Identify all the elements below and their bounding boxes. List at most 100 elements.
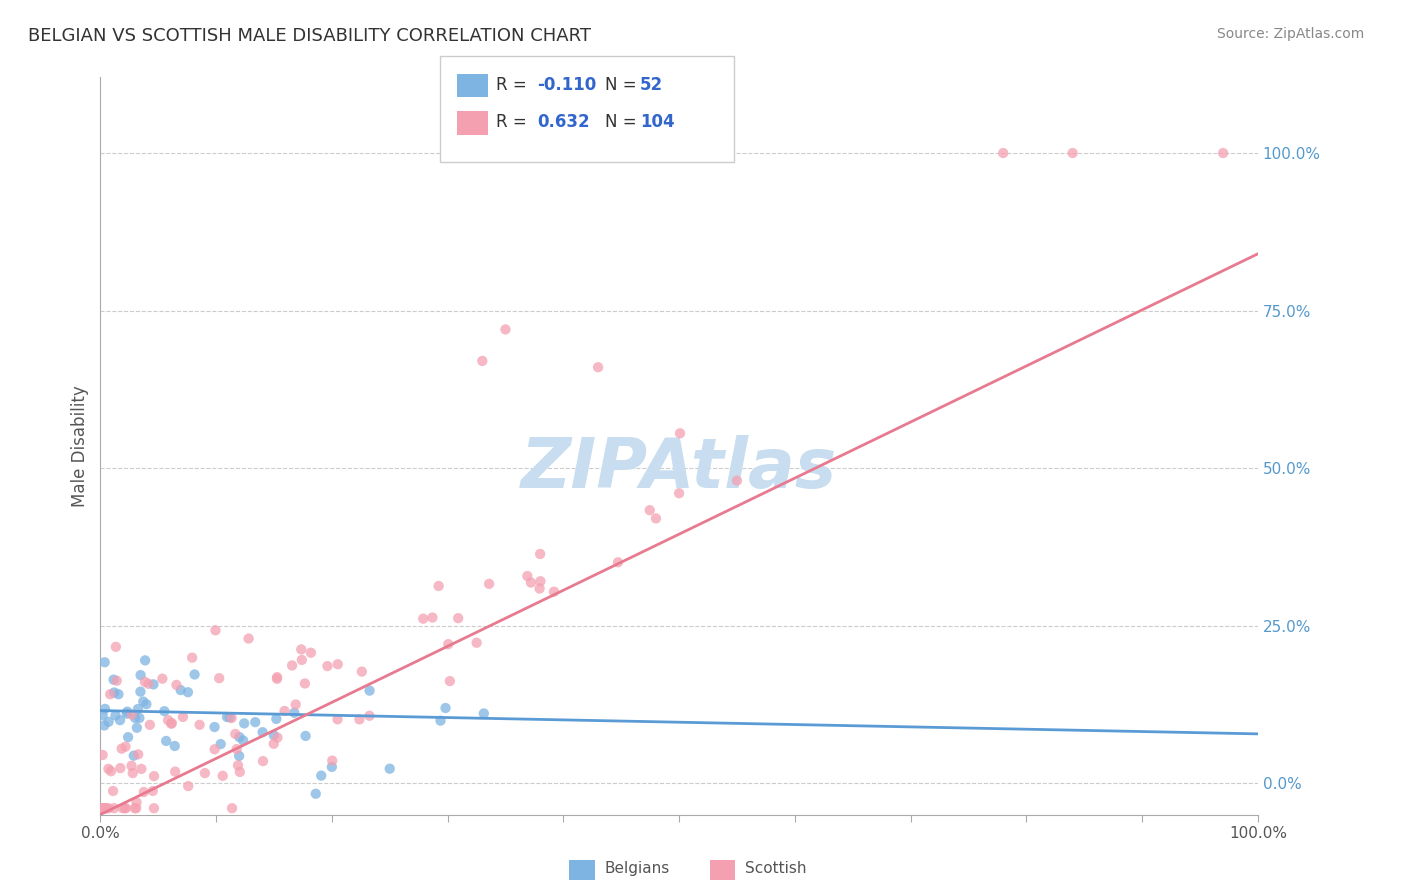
Text: Source: ZipAtlas.com: Source: ZipAtlas.com: [1216, 27, 1364, 41]
Point: [232, 733, 254, 747]
Point: [135, 697, 157, 711]
Point: [111, 801, 134, 815]
Point: [1062, 146, 1084, 161]
Point: [266, 672, 288, 686]
Point: [94, 801, 117, 815]
Text: N =: N =: [605, 113, 641, 131]
Point: [129, 684, 152, 698]
Point: [316, 659, 339, 673]
Point: [153, 704, 176, 718]
Point: [422, 610, 444, 624]
Point: [142, 801, 165, 815]
Point: [177, 685, 200, 699]
Point: [124, 801, 146, 815]
Point: [529, 582, 551, 596]
Point: [111, 741, 134, 756]
Point: [100, 764, 122, 779]
Point: [188, 718, 211, 732]
Point: [163, 739, 186, 753]
Point: [110, 761, 132, 775]
Point: [291, 653, 314, 667]
Point: [155, 734, 177, 748]
Point: [177, 779, 200, 793]
Point: [218, 710, 240, 724]
Point: [529, 547, 551, 561]
Point: [103, 685, 125, 699]
Point: [225, 742, 247, 756]
Point: [299, 646, 322, 660]
Point: [263, 737, 285, 751]
Point: [93, 655, 115, 669]
Point: [128, 711, 150, 725]
Point: [121, 758, 143, 772]
Point: [105, 673, 128, 688]
Point: [127, 747, 149, 762]
Point: [103, 673, 125, 687]
Point: [142, 784, 165, 798]
Point: [669, 426, 692, 441]
Point: [1212, 146, 1234, 161]
Point: [359, 708, 381, 723]
Point: [94, 702, 117, 716]
Text: 104: 104: [640, 113, 675, 131]
Point: [439, 674, 461, 689]
Point: [447, 611, 470, 625]
Point: [97, 801, 120, 815]
Text: R =: R =: [496, 76, 533, 94]
Point: [529, 574, 551, 589]
Point: [93, 718, 115, 732]
Point: [121, 766, 143, 780]
Point: [607, 555, 630, 569]
Point: [305, 787, 328, 801]
Text: -0.110: -0.110: [537, 76, 596, 94]
Point: [125, 721, 148, 735]
Text: Scottish: Scottish: [745, 862, 807, 876]
Point: [350, 665, 373, 679]
Point: [93, 801, 115, 815]
Point: [98, 687, 121, 701]
Point: [429, 714, 451, 728]
Text: N =: N =: [605, 76, 641, 94]
Point: [349, 712, 371, 726]
Point: [172, 710, 194, 724]
Point: [132, 695, 155, 709]
Point: [229, 764, 252, 779]
Point: [165, 678, 187, 692]
Point: [122, 748, 145, 763]
Point: [281, 658, 304, 673]
Point: [104, 640, 127, 654]
Text: 52: 52: [640, 76, 662, 94]
Point: [478, 577, 501, 591]
Point: [209, 737, 232, 751]
Point: [378, 762, 401, 776]
Point: [294, 676, 316, 690]
Point: [143, 769, 166, 783]
Point: [124, 711, 146, 725]
Point: [245, 715, 267, 730]
Point: [725, 474, 748, 488]
Point: [520, 575, 543, 590]
Point: [326, 657, 349, 672]
Point: [108, 713, 131, 727]
Point: [283, 706, 305, 720]
Point: [471, 354, 494, 368]
Point: [160, 716, 183, 731]
Point: [114, 739, 136, 754]
Point: [266, 731, 288, 745]
Y-axis label: Male Disability: Male Disability: [72, 385, 89, 507]
Point: [91, 801, 114, 815]
Point: [127, 702, 149, 716]
Point: [993, 146, 1015, 161]
Point: [117, 705, 139, 719]
Text: 0.632: 0.632: [537, 113, 589, 131]
Point: [150, 672, 173, 686]
Point: [359, 683, 381, 698]
Point: [215, 710, 238, 724]
Point: [221, 801, 243, 815]
Point: [91, 708, 114, 723]
Point: [586, 360, 609, 375]
Point: [160, 716, 183, 731]
Point: [273, 704, 295, 718]
Point: [204, 624, 226, 638]
Point: [290, 642, 312, 657]
